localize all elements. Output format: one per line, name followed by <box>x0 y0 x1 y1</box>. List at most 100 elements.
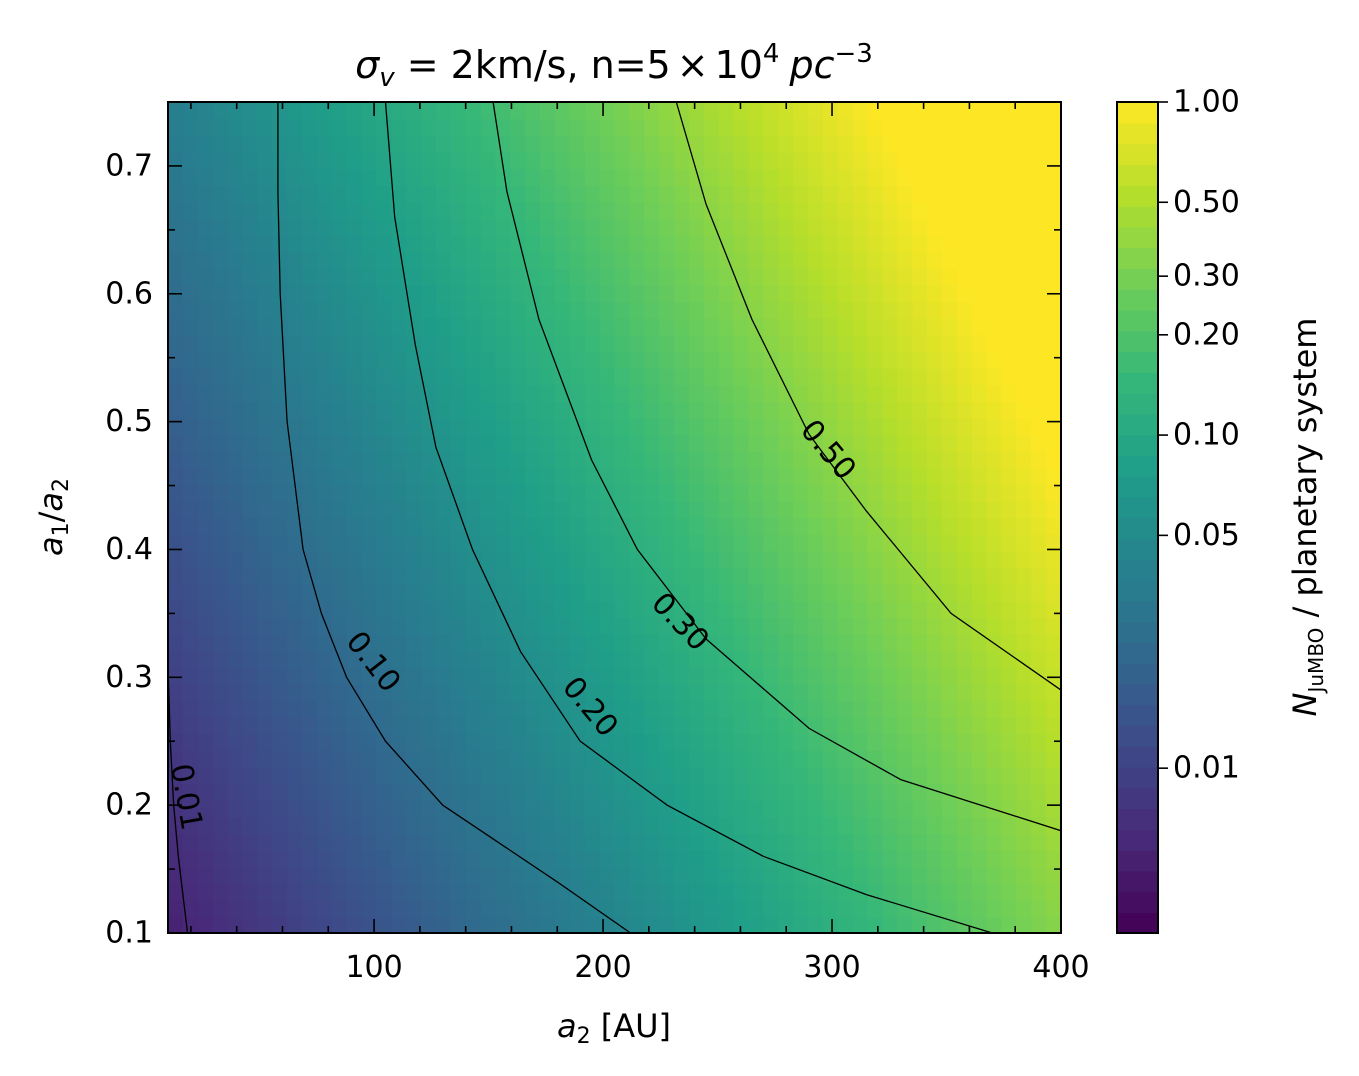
heatmap-cell <box>1001 600 1018 619</box>
heatmap-cell <box>540 251 556 269</box>
heatmap-cell <box>793 434 809 452</box>
heatmap-cell <box>614 268 631 286</box>
heatmap-cell <box>971 201 988 220</box>
heatmap-cell <box>257 550 273 569</box>
heatmap-cell <box>867 866 884 884</box>
heatmap-cell <box>703 467 720 486</box>
heatmap-cell <box>1001 118 1018 137</box>
heatmap-cell <box>316 883 333 901</box>
heatmap-cell <box>376 234 393 253</box>
heatmap-cell <box>376 451 393 469</box>
heatmap-cell <box>197 451 214 469</box>
heatmap-cell <box>599 218 616 236</box>
heatmap-cell <box>525 583 541 602</box>
heatmap-cell <box>1031 816 1047 835</box>
heatmap-cell <box>391 899 407 918</box>
heatmap-cell <box>837 367 854 386</box>
heatmap-cell <box>733 750 750 768</box>
heatmap-cell <box>331 683 348 702</box>
heatmap-cell <box>525 451 541 469</box>
heatmap-cell <box>554 118 571 137</box>
heatmap-cell <box>435 617 452 635</box>
heatmap-cell <box>212 318 229 336</box>
heatmap-cell <box>793 135 809 153</box>
heatmap-cell <box>1001 866 1018 884</box>
heatmap-cell <box>748 534 765 552</box>
heatmap-cell <box>554 484 571 502</box>
heatmap-cell <box>852 168 869 186</box>
heatmap-cell <box>554 650 571 668</box>
heatmap-cell <box>718 218 735 236</box>
heatmap-cell <box>540 451 556 469</box>
heatmap-cell <box>227 700 244 718</box>
heatmap-cell <box>986 667 1003 685</box>
heatmap-cell <box>822 600 839 619</box>
heatmap-cell <box>510 401 526 419</box>
heatmap-cell <box>674 102 690 120</box>
heatmap-cell <box>257 251 273 269</box>
heatmap-cell <box>465 716 482 735</box>
heatmap-cell <box>450 234 467 253</box>
heatmap-cell <box>287 600 303 619</box>
heatmap-cell <box>897 916 913 933</box>
heatmap-cell <box>346 185 363 203</box>
colorbar-band <box>1117 226 1158 249</box>
heatmap-cell <box>197 600 214 619</box>
heatmap-cell <box>793 118 809 137</box>
heatmap-cell <box>599 151 616 170</box>
heatmap-cell <box>897 550 913 569</box>
heatmap-cell <box>763 583 780 602</box>
heatmap-cell <box>867 733 884 751</box>
heatmap-cell <box>688 667 705 685</box>
heatmap-cell <box>867 583 884 602</box>
heatmap-cell <box>242 667 259 685</box>
heatmap-cell <box>956 849 973 868</box>
heatmap-cell <box>435 633 452 652</box>
heatmap-cell <box>525 318 541 336</box>
heatmap-cell <box>540 733 556 751</box>
heatmap-cell <box>346 517 363 535</box>
heatmap-cell <box>495 899 512 918</box>
heatmap-cell <box>346 367 363 386</box>
heatmap-cell <box>807 268 824 286</box>
heatmap-cells <box>168 102 1061 933</box>
heatmap-cell <box>807 600 824 619</box>
heatmap-cell <box>1031 135 1047 153</box>
heatmap-cell <box>807 234 824 253</box>
heatmap-cell <box>197 185 214 203</box>
heatmap-cell <box>837 251 854 269</box>
heatmap-cell <box>1046 916 1061 933</box>
heatmap-cell <box>644 434 660 452</box>
heatmap-cell <box>361 434 378 452</box>
heatmap-cell <box>599 567 616 585</box>
heatmap-cell <box>956 102 973 120</box>
heatmap-cell <box>316 600 333 619</box>
heatmap-cell <box>971 268 988 286</box>
heatmap-cell <box>956 766 973 785</box>
heatmap-cell <box>674 550 690 569</box>
heatmap-cell <box>346 633 363 652</box>
heatmap-cell <box>599 667 616 685</box>
heatmap-cell <box>569 351 586 369</box>
heatmap-cell <box>629 683 646 702</box>
heatmap-cell <box>406 484 422 502</box>
heatmap-cell <box>941 251 958 269</box>
heatmap-cell <box>793 633 809 652</box>
heatmap-cell <box>540 716 556 735</box>
heatmap-cell <box>525 351 541 369</box>
heatmap-cell <box>272 417 288 436</box>
heatmap-cell <box>480 168 497 186</box>
heatmap-cell <box>897 733 913 751</box>
heatmap-cell <box>688 866 705 884</box>
heatmap-cell <box>1001 234 1018 253</box>
heatmap-cell <box>614 866 631 884</box>
heatmap-cell <box>912 617 928 635</box>
heatmap-cell <box>540 700 556 718</box>
heatmap-cell <box>584 617 601 635</box>
heatmap-cell <box>554 201 571 220</box>
heatmap-cell <box>718 484 735 502</box>
heatmap-cell <box>659 301 675 319</box>
heatmap-cell <box>659 849 675 868</box>
heatmap-cell <box>495 816 512 835</box>
heatmap-cell <box>495 384 512 402</box>
